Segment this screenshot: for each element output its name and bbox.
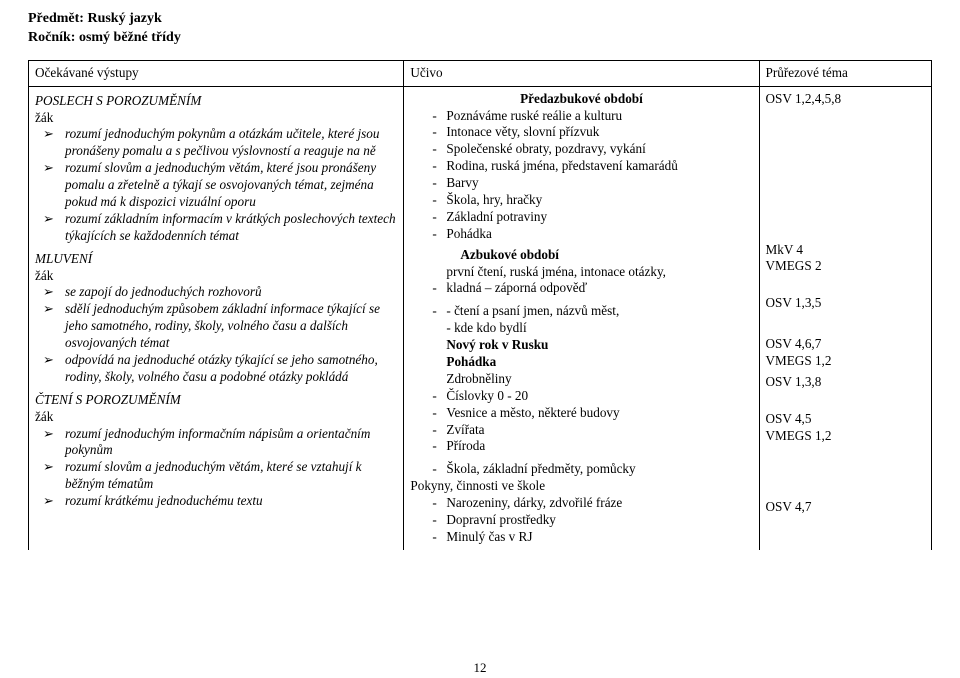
list-item: sdělí jednoduchým způsobem základní info… (53, 301, 397, 352)
list-item: Škola, základní předměty, pomůcky (432, 461, 752, 478)
azbukove-line1: první čtení, ruská jména, intonace otázk… (410, 264, 752, 281)
list-item: rozumí základním informacím v krátkých p… (53, 211, 397, 245)
subject-line: Předmět: Ruský jazyk (28, 10, 932, 29)
topic-code: VMEGS 1,2 (766, 428, 926, 445)
predazbukove-list: Poznáváme ruské reálie a kulturu Intonac… (410, 108, 752, 243)
topic-code: OSV 1,3,8 (766, 374, 926, 391)
curriculum-table: Očekávané výstupy Učivo Průřezové téma P… (28, 60, 932, 550)
mid-zdrobneliny: Zdrobněliny (410, 371, 752, 388)
page-number: 12 (0, 660, 960, 676)
list-item: odpovídá na jednoduché otázky týkající s… (53, 352, 397, 386)
azbukove-title: Azbukové období (410, 247, 752, 264)
list-item: Rodina, ruská jména, představení kamarád… (432, 158, 752, 175)
cell-content: Předazbukové období Poznáváme ruské reál… (404, 86, 759, 550)
list-item: Minulý čas v RJ (432, 529, 752, 546)
list-item: se zapojí do jednoduchých rozhovorů (53, 284, 397, 301)
zak-label: žák (35, 268, 397, 285)
mid-novyrok: Nový rok v Rusku (410, 337, 752, 354)
list-item: Základní potraviny (432, 209, 752, 226)
block4-list: Škola, základní předměty, pomůcky (410, 461, 752, 478)
cell-outcomes: POSLECH S POROZUMĚNÍM žák rozumí jednodu… (29, 86, 404, 550)
topic-code: OSV 1,3,5 (766, 295, 926, 312)
th-topics: Průřezové téma (759, 60, 932, 86)
section-reading-title: ČTENÍ S POROZUMĚNÍM (35, 392, 397, 409)
zak-label: žák (35, 110, 397, 127)
table-header-row: Očekávané výstupy Učivo Průřezové téma (29, 60, 932, 86)
list-item: Poznáváme ruské reálie a kulturu (432, 108, 752, 125)
azbukove-list: kladná – záporná odpověď (410, 280, 752, 297)
list-item: Škola, hry, hračky (432, 192, 752, 209)
list-item: rozumí jednoduchým pokynům a otázkám uči… (53, 126, 397, 160)
zak-label: žák (35, 409, 397, 426)
list-item: Pohádka (432, 226, 752, 243)
topic-code: OSV 4,7 (766, 499, 926, 516)
listening-list: rozumí jednoduchým pokynům a otázkám uči… (35, 126, 397, 244)
list-item: Společenské obraty, pozdravy, vykání (432, 141, 752, 158)
block4-line: Pokyny, činnosti ve škole (410, 478, 752, 495)
list-item: Barvy (432, 175, 752, 192)
topic-code: OSV 4,5 (766, 411, 926, 428)
list-item: rozumí slovům a jednoduchým větám, které… (53, 160, 397, 211)
list-item: Intonace věty, slovní přízvuk (432, 124, 752, 141)
topic-code: VMEGS 1,2 (766, 353, 926, 370)
list-item: Příroda (432, 438, 752, 455)
mid-cteni: - čtení a psaní jmen, názvů měst, (410, 303, 752, 320)
block3-list: Číslovky 0 - 20 Vesnice a město, některé… (410, 388, 752, 456)
speaking-list: se zapojí do jednoduchých rozhovorů sděl… (35, 284, 397, 385)
list-item: Zvířata (432, 422, 752, 439)
mid-pohadka: Pohádka (410, 354, 752, 371)
topic-code: OSV 4,6,7 (766, 336, 926, 353)
topic-code: MkV 4 (766, 242, 926, 259)
list-item: Narozeniny, dárky, zdvořilé fráze (432, 495, 752, 512)
list-item: Dopravní prostředky (432, 512, 752, 529)
list-item: rozumí krátkému jednoduchému textu (53, 493, 397, 510)
list-item: Vesnice a město, některé budovy (432, 405, 752, 422)
topic-code: VMEGS 2 (766, 258, 926, 275)
list-item: Číslovky 0 - 20 (432, 388, 752, 405)
page-root: Předmět: Ruský jazyk Ročník: osmý běžné … (0, 0, 960, 678)
reading-list: rozumí jednoduchým informačním nápisům a… (35, 426, 397, 510)
predazbukove-title: Předazbukové období (410, 91, 752, 108)
section-listening-title: POSLECH S POROZUMĚNÍM (35, 93, 397, 110)
table-wrap: Očekávané výstupy Učivo Průřezové téma P… (28, 60, 932, 550)
cell-topics: OSV 1,2,4,5,8 MkV 4 VMEGS 2 OSV 1,3,5 OS… (759, 86, 932, 550)
topic-code: OSV 1,2,4,5,8 (766, 91, 926, 108)
list-item: rozumí slovům a jednoduchým větám, které… (53, 459, 397, 493)
table-body-row: POSLECH S POROZUMĚNÍM žák rozumí jednodu… (29, 86, 932, 550)
mid-kde: - kde kdo bydlí (410, 320, 752, 337)
grade-line: Ročník: osmý běžné třídy (28, 29, 932, 48)
block5-list: Narozeniny, dárky, zdvořilé fráze Doprav… (410, 495, 752, 546)
th-outcomes: Očekávané výstupy (29, 60, 404, 86)
list-item: kladná – záporná odpověď (432, 280, 752, 297)
th-content: Učivo (404, 60, 759, 86)
section-speaking-title: MLUVENÍ (35, 251, 397, 268)
list-item: rozumí jednoduchým informačním nápisům a… (53, 426, 397, 460)
